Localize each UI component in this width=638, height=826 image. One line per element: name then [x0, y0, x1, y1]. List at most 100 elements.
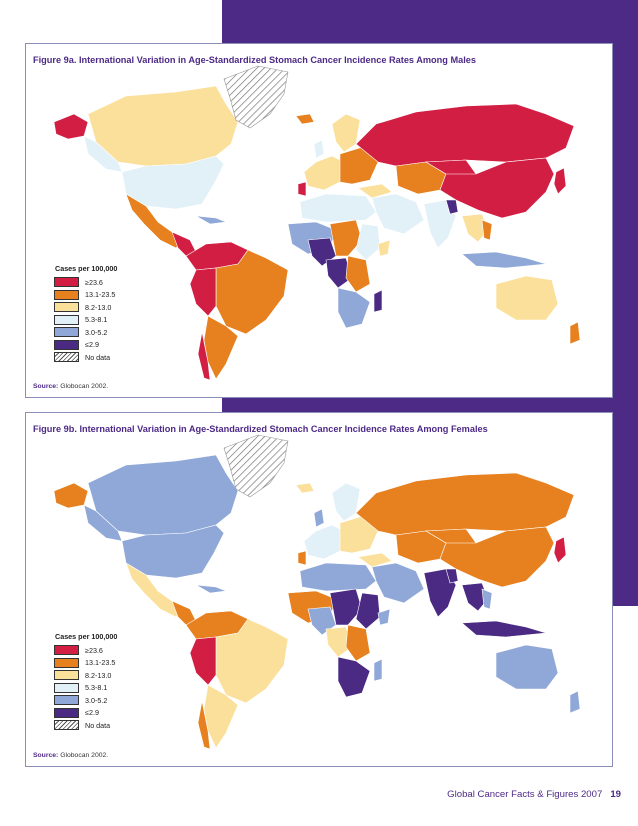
- legend-label: 5.3-8.1: [85, 683, 108, 692]
- region-indonesia: [461, 251, 547, 269]
- region-chile: [197, 331, 211, 381]
- region-vietnam: [481, 219, 493, 241]
- legend-swatch: [54, 289, 79, 300]
- figure-9a-panel: Figure 9a. International Variation in Ag…: [25, 43, 613, 398]
- legend-item-8-2-13-0: 8.2-13.0: [54, 669, 117, 681]
- figure-9b-world-map: [53, 434, 581, 750]
- region-horn: [377, 239, 391, 257]
- legend-label: 3.0-5.2: [85, 327, 108, 337]
- region-russia: [355, 103, 575, 167]
- source-label: Source:: [33, 383, 59, 390]
- region-brazil: [215, 249, 289, 335]
- region-south-asia-dark: [445, 199, 459, 215]
- region-madagascar: [373, 658, 383, 682]
- legend-title: Cases per 100,000: [55, 264, 118, 273]
- legend-item-le-2-9: ≤2.9: [54, 707, 117, 719]
- legend-label: 8.2-13.0: [85, 302, 112, 312]
- region-east-africa-orange: [345, 624, 371, 662]
- figure-9a-source: Source: Globocan 2002.: [33, 383, 108, 390]
- region-vietnam: [481, 588, 493, 610]
- legend-item-ge-23-6: ≥23.6: [54, 644, 117, 656]
- region-east-africa: [355, 592, 381, 630]
- legend-swatch: [54, 682, 79, 693]
- region-greenland: [223, 65, 289, 129]
- legend-item-no-data: No data: [54, 351, 117, 363]
- region-uk: [313, 139, 325, 159]
- region-congo: [325, 626, 353, 658]
- region-scandinavia: [331, 113, 361, 153]
- page-number: 19: [610, 789, 621, 800]
- region-south-asia-dark: [445, 568, 459, 584]
- legend-item-3-0-5-2: 3.0-5.2: [54, 326, 117, 338]
- source-text: Globocan 2002.: [60, 383, 109, 390]
- region-peru: [189, 267, 217, 317]
- region-southern-africa: [337, 656, 371, 698]
- source-text: Globocan 2002.: [60, 752, 109, 759]
- region-portugal: [297, 181, 307, 197]
- region-north-africa: [299, 562, 377, 592]
- region-peru: [189, 636, 217, 686]
- figure-9b-legend: Cases per 100,000 ≥23.6 13.1-23.5 8.2-13…: [54, 632, 117, 732]
- legend-label: 13.1-23.5: [85, 658, 116, 667]
- region-uk: [313, 508, 325, 528]
- figure-9b-panel: Figure 9b. International Variation in Ag…: [25, 412, 613, 767]
- region-new-zealand: [569, 690, 581, 714]
- legend-item-le-2-9: ≤2.9: [54, 339, 117, 351]
- legend-item-13-1-23-5: 13.1-23.5: [54, 657, 117, 669]
- page-footer: Global Cancer Facts & Figures 2007 19: [447, 789, 621, 800]
- region-turkey: [357, 552, 393, 568]
- region-congo: [325, 257, 353, 289]
- legend-item-5-3-8-1: 5.3-8.1: [54, 314, 117, 326]
- figure-9a-legend: Cases per 100,000 ≥23.6 13.1-23.5 8.2-13…: [54, 264, 117, 364]
- region-australia: [495, 644, 559, 690]
- figure-9a-world-map: [53, 65, 581, 381]
- region-alaska: [53, 482, 89, 509]
- region-madagascar: [373, 289, 383, 313]
- region-caribbean: [195, 584, 227, 594]
- region-turkey: [357, 183, 393, 199]
- region-iceland: [295, 113, 315, 125]
- legend-label: ≥23.6: [85, 277, 103, 287]
- region-southeast-asia: [461, 582, 489, 612]
- legend-swatch: [54, 657, 79, 668]
- legend-label: ≥23.6: [85, 645, 103, 655]
- region-canada: [87, 85, 239, 167]
- region-central-africa: [329, 219, 363, 257]
- legend-label: No data: [85, 720, 111, 730]
- legend-swatch: [54, 327, 79, 337]
- legend-swatch: [54, 670, 79, 680]
- region-west-europe: [303, 155, 345, 191]
- legend-label: ≤2.9: [85, 340, 99, 349]
- region-canada: [87, 454, 239, 536]
- region-argentina: [203, 315, 239, 380]
- legend-item-8-2-13-0: 8.2-13.0: [54, 301, 117, 313]
- legend-label: ≤2.9: [85, 708, 99, 717]
- region-iceland: [295, 482, 315, 494]
- legend-swatch: [54, 339, 79, 350]
- region-alaska: [53, 113, 89, 140]
- legend-label: 3.0-5.2: [85, 695, 108, 705]
- legend-label: No data: [85, 352, 111, 362]
- legend-item-ge-23-6: ≥23.6: [54, 276, 117, 288]
- region-greenland: [223, 434, 289, 498]
- footer-title: Global Cancer Facts & Figures 2007: [447, 789, 603, 800]
- region-middle-east: [371, 193, 425, 235]
- region-chile: [197, 700, 211, 750]
- region-portugal: [297, 550, 307, 566]
- figure-9b-title: Figure 9b. International Variation in Ag…: [33, 424, 488, 434]
- region-australia: [495, 275, 559, 321]
- legend-item-5-3-8-1: 5.3-8.1: [54, 682, 117, 694]
- legend-swatch: [54, 277, 79, 287]
- legend-swatch: [54, 645, 79, 655]
- region-southeast-asia: [461, 213, 489, 243]
- legend-label: 5.3-8.1: [85, 315, 108, 324]
- region-west-europe: [303, 524, 345, 560]
- region-middle-east: [371, 562, 425, 604]
- legend-swatch-hatch: [54, 352, 79, 362]
- region-east-africa: [355, 223, 381, 261]
- region-horn: [377, 608, 391, 626]
- region-scandinavia: [331, 482, 361, 522]
- region-china: [439, 157, 555, 219]
- region-central-africa: [329, 588, 363, 626]
- legend-swatch-hatch: [54, 720, 79, 730]
